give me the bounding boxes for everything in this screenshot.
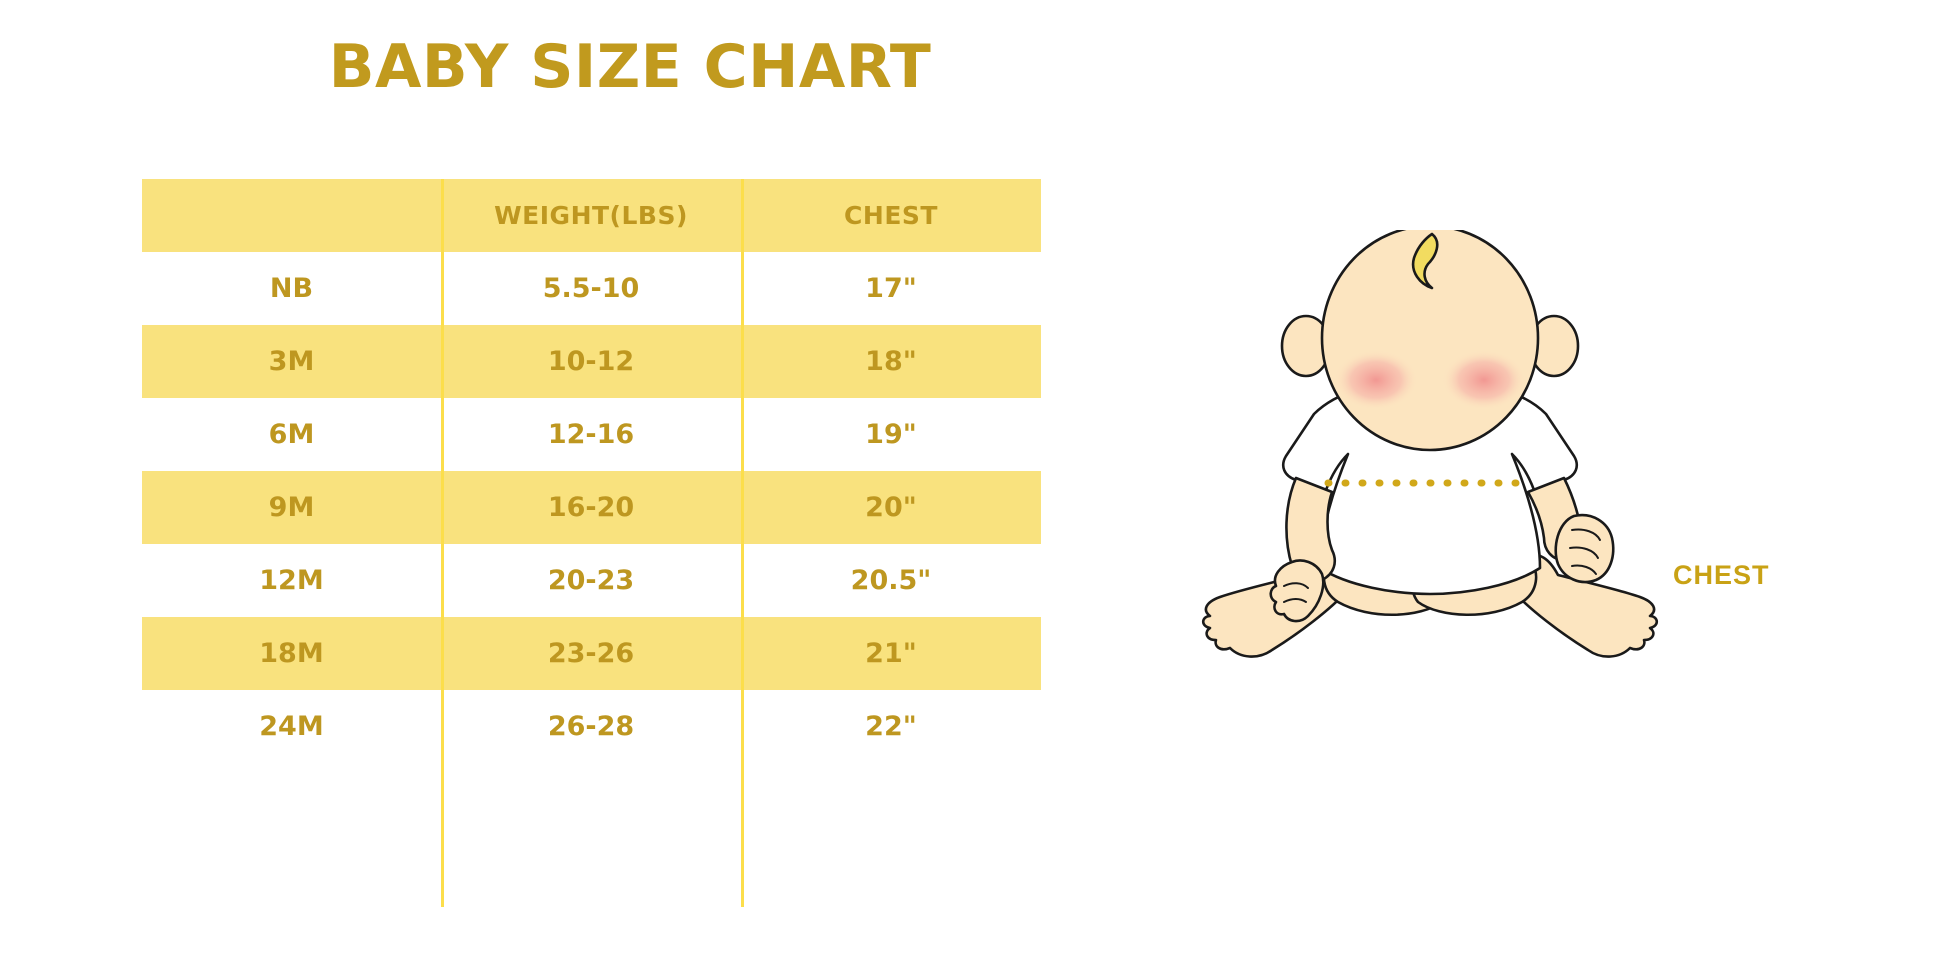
table-row: 9M 16-20 20" <box>142 471 1041 544</box>
cell-chest: 20" <box>865 492 917 523</box>
table-row: 18M 23-26 21" <box>142 617 1041 690</box>
cell-chest: 20.5" <box>850 565 932 596</box>
header-cell-weight: WEIGHT(LBS) <box>494 201 688 230</box>
baby-onesie <box>1282 378 1578 596</box>
cell-weight: 16-20 <box>547 492 635 523</box>
chest-measurement-label: CHEST <box>1673 560 1770 590</box>
cell-weight: 12-16 <box>547 419 635 450</box>
cell-size: 3M <box>268 346 315 377</box>
header-cell-chest: CHEST <box>844 201 938 230</box>
cell-size: 12M <box>259 565 324 596</box>
baby-left-cheek-blush <box>1334 350 1418 410</box>
table-row: 12M 20-23 20.5" <box>142 544 1041 617</box>
table-row: NB 5.5-10 17" <box>142 252 1041 325</box>
cell-chest: 19" <box>865 419 917 450</box>
baby-illustration <box>1201 230 1659 658</box>
cell-weight: 26-28 <box>547 711 635 742</box>
page-title: BABY SIZE CHART <box>328 32 932 102</box>
table-header-row: WEIGHT(LBS) CHEST <box>142 179 1041 252</box>
table-row: 24M 26-28 22" <box>142 690 1041 763</box>
cell-weight: 10-12 <box>547 346 635 377</box>
cell-size: NB <box>269 273 314 304</box>
cell-weight: 5.5-10 <box>542 273 640 304</box>
baby-left-hand <box>1269 559 1325 623</box>
column-divider-2 <box>741 179 744 907</box>
cell-size: 9M <box>268 492 315 523</box>
column-divider-1 <box>441 179 444 907</box>
cell-chest: 22" <box>865 711 917 742</box>
cell-size: 18M <box>259 638 324 669</box>
cell-weight: 23-26 <box>547 638 635 669</box>
table-row: 6M 12-16 19" <box>142 398 1041 471</box>
cell-size: 24M <box>259 711 324 742</box>
size-chart-table: WEIGHT(LBS) CHEST NB 5.5-10 17" 3M 10-12… <box>142 179 1041 907</box>
cell-chest: 18" <box>865 346 917 377</box>
cell-weight: 20-23 <box>547 565 635 596</box>
baby-right-cheek-blush <box>1442 350 1526 410</box>
cell-chest: 17" <box>865 273 917 304</box>
cell-chest: 21" <box>865 638 917 669</box>
baby-hair-curl <box>1411 232 1439 290</box>
cell-size: 6M <box>268 419 315 450</box>
table-row: 3M 10-12 18" <box>142 325 1041 398</box>
